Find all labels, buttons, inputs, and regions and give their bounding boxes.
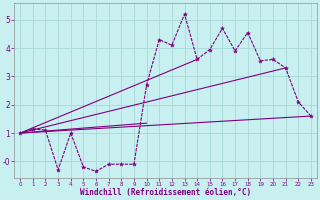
X-axis label: Windchill (Refroidissement éolien,°C): Windchill (Refroidissement éolien,°C) xyxy=(80,188,251,197)
